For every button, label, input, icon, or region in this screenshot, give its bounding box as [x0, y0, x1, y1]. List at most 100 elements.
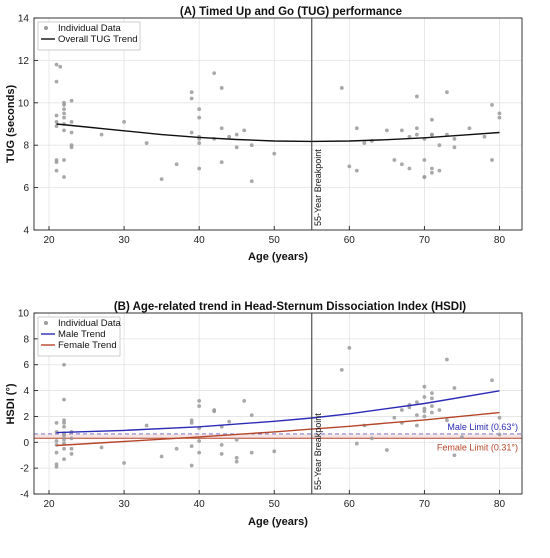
data-point	[219, 442, 224, 447]
data-point	[197, 166, 202, 171]
x-tick-label: 80	[494, 235, 506, 246]
panel-a-plot-area	[34, 18, 522, 230]
data-point	[430, 391, 434, 396]
data-point	[399, 128, 404, 133]
y-tick-label: 8	[23, 141, 29, 152]
data-point	[249, 450, 254, 455]
limit-band	[34, 434, 522, 439]
data-point	[54, 450, 59, 455]
x-tick-label: 50	[269, 235, 281, 246]
data-point	[430, 132, 434, 137]
trend-line	[56, 390, 500, 434]
data-point	[422, 175, 427, 179]
data-point	[272, 449, 277, 454]
y-tick-label: -2	[20, 464, 29, 475]
data-point	[99, 132, 104, 137]
data-point	[414, 126, 419, 131]
data-point	[445, 90, 449, 95]
data-point	[460, 435, 464, 440]
data-point	[197, 450, 202, 455]
data-point	[249, 413, 254, 418]
data-point	[242, 128, 247, 133]
panel-b-y-axis-label: HSDI (°)	[5, 383, 17, 424]
data-point	[62, 437, 66, 442]
data-point	[54, 160, 59, 165]
panel-b-x-axis-label: Age (years)	[248, 516, 308, 528]
data-point	[62, 433, 66, 438]
panel-a-y-axis-label: TUG (seconds)	[5, 85, 17, 164]
panel-b-hsdi-chart: (B) Age-related trend in Head-Sternum Di…	[5, 301, 523, 528]
data-point	[482, 134, 487, 139]
data-point	[62, 111, 66, 116]
panel-a-trend-lines	[56, 123, 500, 143]
data-point	[197, 107, 202, 112]
data-point	[497, 415, 502, 420]
data-point	[399, 408, 404, 412]
data-point	[54, 168, 59, 173]
data-point	[497, 111, 502, 116]
data-point	[414, 423, 419, 428]
data-point	[69, 436, 74, 441]
data-point	[189, 420, 194, 425]
y-tick-label: 14	[18, 14, 30, 25]
data-point	[227, 419, 232, 424]
x-tick-label: 60	[344, 499, 356, 510]
panel-a-tug-chart: (A) Timed Up and Go (TUG) performance 55…	[5, 6, 523, 263]
data-point	[430, 404, 434, 408]
data-point	[407, 134, 412, 139]
data-point	[399, 162, 404, 167]
data-point	[490, 378, 494, 383]
data-point	[490, 158, 494, 162]
data-point	[384, 128, 389, 133]
y-tick-label: 4	[23, 386, 29, 397]
data-point	[384, 448, 389, 452]
data-point	[362, 141, 367, 145]
y-tick-label: 10	[18, 98, 30, 109]
limit-label: Female Limit (0.31°)	[437, 442, 518, 452]
data-point	[234, 132, 239, 137]
data-point	[347, 164, 352, 169]
data-point	[197, 439, 202, 443]
data-point	[452, 136, 457, 141]
x-tick-label: 20	[43, 235, 55, 246]
y-tick-label: 8	[23, 334, 29, 345]
panel-b-axes-box	[33, 312, 523, 495]
data-point	[437, 143, 442, 148]
data-point	[437, 408, 442, 412]
y-tick-label: 4	[23, 226, 29, 237]
data-point	[452, 145, 457, 150]
data-point	[414, 94, 419, 99]
legend-marker	[44, 26, 48, 30]
x-tick-label: 30	[119, 235, 131, 246]
data-point	[354, 441, 359, 446]
legend-label: Individual Data	[58, 318, 122, 329]
data-point	[452, 453, 457, 458]
legend-label: Female Trend	[58, 340, 117, 351]
data-point	[354, 126, 359, 131]
trend-line	[56, 123, 500, 143]
data-point	[392, 415, 397, 420]
data-point	[430, 166, 434, 171]
y-tick-label: 6	[23, 183, 29, 194]
data-point	[414, 132, 419, 137]
data-point	[272, 151, 277, 156]
data-point	[189, 130, 194, 135]
legend-box	[37, 21, 141, 51]
breakpoint-label: 55-Year Breakpoint	[313, 413, 323, 490]
data-point	[62, 115, 66, 120]
data-point	[54, 464, 59, 469]
data-point	[212, 71, 217, 76]
panel-b-data-points	[54, 346, 502, 469]
breakpoint-label: 55-Year Breakpoint	[313, 149, 323, 226]
data-point	[197, 115, 202, 120]
legend-label: Male Trend	[58, 329, 106, 340]
y-tick-label: 10	[18, 309, 30, 320]
x-tick-label: 70	[419, 235, 431, 246]
data-point	[69, 98, 74, 103]
data-point	[219, 86, 224, 90]
data-point	[369, 436, 374, 441]
data-point	[339, 367, 344, 372]
panel-a-breakpoint: 55-Year Breakpoint	[311, 18, 323, 230]
data-point	[249, 143, 254, 148]
data-point	[437, 168, 442, 173]
